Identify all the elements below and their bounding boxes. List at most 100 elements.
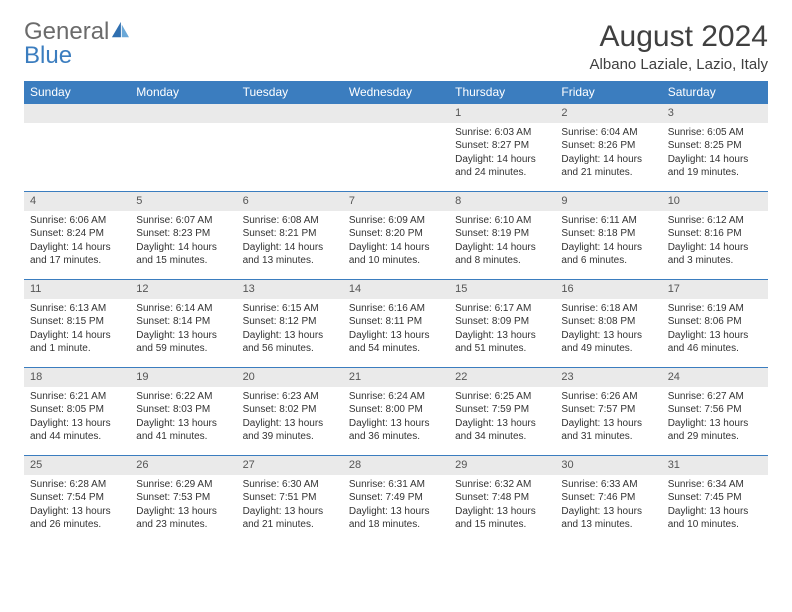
- day-number: 17: [662, 279, 768, 299]
- daylight-text: Daylight: 13 hours and 23 minutes.: [136, 505, 230, 532]
- day-details: Sunrise: 6:05 AMSunset: 8:25 PMDaylight:…: [662, 123, 768, 184]
- sunset-text: Sunset: 8:26 PM: [561, 139, 655, 153]
- sunset-text: Sunset: 8:02 PM: [243, 403, 337, 417]
- sunset-text: Sunset: 7:57 PM: [561, 403, 655, 417]
- sunset-text: Sunset: 8:11 PM: [349, 315, 443, 329]
- calendar-cell: 18Sunrise: 6:21 AMSunset: 8:05 PMDayligh…: [24, 367, 130, 455]
- weekday-header: Sunday: [24, 81, 130, 103]
- daylight-text: Daylight: 14 hours and 8 minutes.: [455, 241, 549, 268]
- sunrise-text: Sunrise: 6:32 AM: [455, 478, 549, 492]
- daylight-text: Daylight: 14 hours and 15 minutes.: [136, 241, 230, 268]
- calendar-cell: 31Sunrise: 6:34 AMSunset: 7:45 PMDayligh…: [662, 455, 768, 543]
- calendar-cell: 19Sunrise: 6:22 AMSunset: 8:03 PMDayligh…: [130, 367, 236, 455]
- sunset-text: Sunset: 8:27 PM: [455, 139, 549, 153]
- day-number: 11: [24, 279, 130, 299]
- sunset-text: Sunset: 8:06 PM: [668, 315, 762, 329]
- day-details: Sunrise: 6:16 AMSunset: 8:11 PMDaylight:…: [343, 299, 449, 360]
- daylight-text: Daylight: 14 hours and 19 minutes.: [668, 153, 762, 180]
- calendar-cell: 23Sunrise: 6:26 AMSunset: 7:57 PMDayligh…: [555, 367, 661, 455]
- calendar-page: GeneralBlue August 2024 Albano Laziale, …: [0, 0, 792, 563]
- sunrise-text: Sunrise: 6:15 AM: [243, 302, 337, 316]
- day-number: 29: [449, 455, 555, 475]
- daylight-text: Daylight: 13 hours and 59 minutes.: [136, 329, 230, 356]
- calendar-cell: [130, 103, 236, 191]
- daylight-text: Daylight: 13 hours and 39 minutes.: [243, 417, 337, 444]
- day-number: 12: [130, 279, 236, 299]
- calendar-cell: 1Sunrise: 6:03 AMSunset: 8:27 PMDaylight…: [449, 103, 555, 191]
- daylight-text: Daylight: 14 hours and 6 minutes.: [561, 241, 655, 268]
- day-number: 24: [662, 367, 768, 387]
- daylight-text: Daylight: 14 hours and 3 minutes.: [668, 241, 762, 268]
- day-number: 20: [237, 367, 343, 387]
- daylight-text: Daylight: 13 hours and 46 minutes.: [668, 329, 762, 356]
- sunrise-text: Sunrise: 6:06 AM: [30, 214, 124, 228]
- calendar-cell: 28Sunrise: 6:31 AMSunset: 7:49 PMDayligh…: [343, 455, 449, 543]
- day-details: Sunrise: 6:23 AMSunset: 8:02 PMDaylight:…: [237, 387, 343, 448]
- calendar-cell: 13Sunrise: 6:15 AMSunset: 8:12 PMDayligh…: [237, 279, 343, 367]
- sunrise-text: Sunrise: 6:12 AM: [668, 214, 762, 228]
- calendar-week-row: 25Sunrise: 6:28 AMSunset: 7:54 PMDayligh…: [24, 455, 768, 543]
- day-number: 9: [555, 191, 661, 211]
- title-block: August 2024 Albano Laziale, Lazio, Italy: [590, 20, 768, 73]
- day-details: Sunrise: 6:24 AMSunset: 8:00 PMDaylight:…: [343, 387, 449, 448]
- sunrise-text: Sunrise: 6:31 AM: [349, 478, 443, 492]
- day-details: Sunrise: 6:19 AMSunset: 8:06 PMDaylight:…: [662, 299, 768, 360]
- sunrise-text: Sunrise: 6:25 AM: [455, 390, 549, 404]
- day-details: Sunrise: 6:11 AMSunset: 8:18 PMDaylight:…: [555, 211, 661, 272]
- daylight-text: Daylight: 14 hours and 1 minute.: [30, 329, 124, 356]
- day-details: Sunrise: 6:10 AMSunset: 8:19 PMDaylight:…: [449, 211, 555, 272]
- month-year: August 2024: [590, 20, 768, 54]
- weekday-header: Friday: [555, 81, 661, 103]
- daylight-text: Daylight: 13 hours and 26 minutes.: [30, 505, 124, 532]
- calendar-cell: 17Sunrise: 6:19 AMSunset: 8:06 PMDayligh…: [662, 279, 768, 367]
- daylight-text: Daylight: 14 hours and 13 minutes.: [243, 241, 337, 268]
- sunset-text: Sunset: 8:19 PM: [455, 227, 549, 241]
- weekday-header: Thursday: [449, 81, 555, 103]
- sunrise-text: Sunrise: 6:28 AM: [30, 478, 124, 492]
- sunset-text: Sunset: 7:53 PM: [136, 491, 230, 505]
- calendar-week-row: 18Sunrise: 6:21 AMSunset: 8:05 PMDayligh…: [24, 367, 768, 455]
- calendar-cell: 24Sunrise: 6:27 AMSunset: 7:56 PMDayligh…: [662, 367, 768, 455]
- day-number: [343, 103, 449, 123]
- day-number: 28: [343, 455, 449, 475]
- day-number: 7: [343, 191, 449, 211]
- day-number: 4: [24, 191, 130, 211]
- day-number: 10: [662, 191, 768, 211]
- sunset-text: Sunset: 7:49 PM: [349, 491, 443, 505]
- sunset-text: Sunset: 7:45 PM: [668, 491, 762, 505]
- day-details: Sunrise: 6:08 AMSunset: 8:21 PMDaylight:…: [237, 211, 343, 272]
- sunset-text: Sunset: 8:15 PM: [30, 315, 124, 329]
- sunset-text: Sunset: 8:20 PM: [349, 227, 443, 241]
- calendar-cell: 30Sunrise: 6:33 AMSunset: 7:46 PMDayligh…: [555, 455, 661, 543]
- sunrise-text: Sunrise: 6:24 AM: [349, 390, 443, 404]
- day-details: Sunrise: 6:14 AMSunset: 8:14 PMDaylight:…: [130, 299, 236, 360]
- daylight-text: Daylight: 13 hours and 54 minutes.: [349, 329, 443, 356]
- sunset-text: Sunset: 8:23 PM: [136, 227, 230, 241]
- day-details: Sunrise: 6:32 AMSunset: 7:48 PMDaylight:…: [449, 475, 555, 536]
- day-number: 21: [343, 367, 449, 387]
- sunset-text: Sunset: 8:14 PM: [136, 315, 230, 329]
- day-number: 2: [555, 103, 661, 123]
- sunset-text: Sunset: 7:56 PM: [668, 403, 762, 417]
- sunrise-text: Sunrise: 6:10 AM: [455, 214, 549, 228]
- daylight-text: Daylight: 13 hours and 15 minutes.: [455, 505, 549, 532]
- calendar-cell: 29Sunrise: 6:32 AMSunset: 7:48 PMDayligh…: [449, 455, 555, 543]
- calendar-cell: 3Sunrise: 6:05 AMSunset: 8:25 PMDaylight…: [662, 103, 768, 191]
- daylight-text: Daylight: 13 hours and 44 minutes.: [30, 417, 124, 444]
- day-details: Sunrise: 6:34 AMSunset: 7:45 PMDaylight:…: [662, 475, 768, 536]
- day-number: 6: [237, 191, 343, 211]
- sunset-text: Sunset: 8:00 PM: [349, 403, 443, 417]
- calendar-cell: 9Sunrise: 6:11 AMSunset: 8:18 PMDaylight…: [555, 191, 661, 279]
- sunset-text: Sunset: 8:25 PM: [668, 139, 762, 153]
- sunrise-text: Sunrise: 6:09 AM: [349, 214, 443, 228]
- sunset-text: Sunset: 7:59 PM: [455, 403, 549, 417]
- calendar-week-row: 1Sunrise: 6:03 AMSunset: 8:27 PMDaylight…: [24, 103, 768, 191]
- sunset-text: Sunset: 8:09 PM: [455, 315, 549, 329]
- daylight-text: Daylight: 13 hours and 31 minutes.: [561, 417, 655, 444]
- sunrise-text: Sunrise: 6:11 AM: [561, 214, 655, 228]
- calendar-week-row: 11Sunrise: 6:13 AMSunset: 8:15 PMDayligh…: [24, 279, 768, 367]
- daylight-text: Daylight: 13 hours and 36 minutes.: [349, 417, 443, 444]
- calendar-cell: 27Sunrise: 6:30 AMSunset: 7:51 PMDayligh…: [237, 455, 343, 543]
- calendar-cell: [237, 103, 343, 191]
- day-details: Sunrise: 6:13 AMSunset: 8:15 PMDaylight:…: [24, 299, 130, 360]
